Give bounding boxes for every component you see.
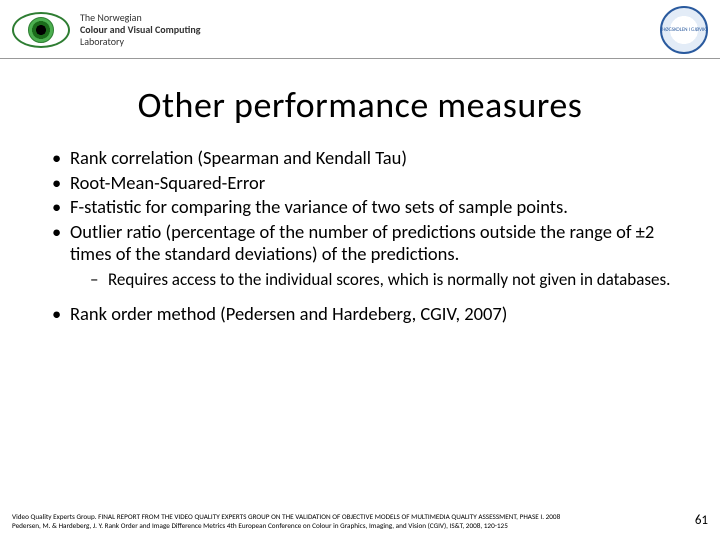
slide-title: Other performance measures xyxy=(0,83,720,127)
bullet-text: Outlier ratio (percentage of the number … xyxy=(70,220,654,266)
bullet-item: F-statistic for comparing the variance o… xyxy=(52,196,678,219)
institution-logo-text: HØGSKOLEN I GJØVIK xyxy=(662,27,706,33)
eye-iris-icon xyxy=(28,17,54,43)
bullet-list-2: Rank order method (Pedersen and Hardeber… xyxy=(52,303,678,326)
slide-content: Rank correlation (Spearman and Kendall T… xyxy=(0,147,720,325)
sub-bullet-item: Requires access to the individual scores… xyxy=(90,270,678,291)
lab-name: The Norwegian Colour and Visual Computin… xyxy=(80,12,201,48)
institution-logo-icon: HØGSKOLEN I GJØVIK xyxy=(660,6,708,54)
eye-logo-icon xyxy=(12,12,70,48)
bullet-item: Outlier ratio (percentage of the number … xyxy=(52,221,678,291)
slide-footer: Video Quality Experts Group. FINAL REPOR… xyxy=(12,512,708,530)
bullet-item: Rank correlation (Spearman and Kendall T… xyxy=(52,147,678,170)
bullet-list: Rank correlation (Spearman and Kendall T… xyxy=(52,147,678,291)
reference-line: Video Quality Experts Group. FINAL REPOR… xyxy=(12,512,685,521)
bullet-item: Rank order method (Pedersen and Hardeber… xyxy=(52,303,678,326)
lab-line3: Laboratory xyxy=(80,36,201,48)
sub-bullet-list: Requires access to the individual scores… xyxy=(90,270,678,291)
page-number: 61 xyxy=(695,513,708,530)
reference-line: Pedersen, M. & Hardeberg, J. Y. Rank Ord… xyxy=(12,521,685,530)
slide-header: The Norwegian Colour and Visual Computin… xyxy=(0,0,720,59)
bullet-item: Root-Mean-Squared-Error xyxy=(52,172,678,195)
references: Video Quality Experts Group. FINAL REPOR… xyxy=(12,512,685,530)
header-left: The Norwegian Colour and Visual Computin… xyxy=(12,12,201,48)
